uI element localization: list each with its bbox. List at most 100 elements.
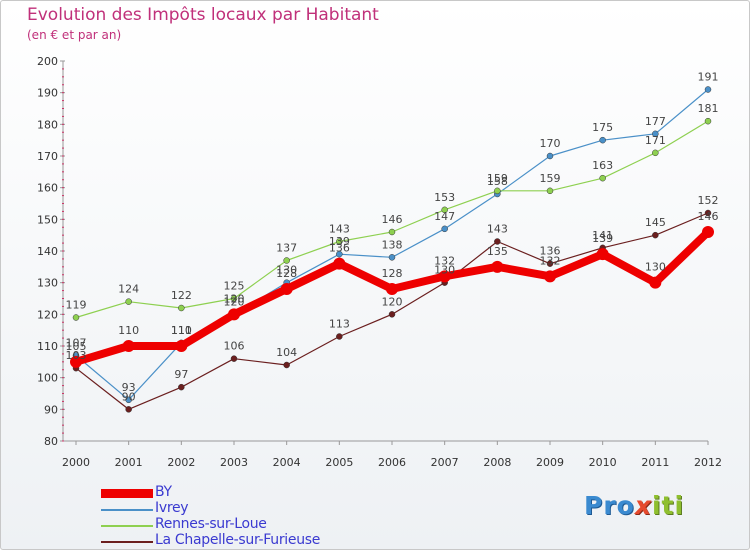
legend-label: Ivrey xyxy=(155,500,189,516)
data-label-ivrey: 93 xyxy=(122,381,136,394)
data-label-by: 110 xyxy=(118,324,139,337)
data-label-by: 139 xyxy=(592,232,613,245)
y-tick-label: 100 xyxy=(37,372,58,385)
data-point-rennes-sur-loue xyxy=(283,257,290,264)
data-label-rennes-sur-loue: 159 xyxy=(487,172,508,185)
data-point-la-chapelle-sur-furieuse xyxy=(546,260,554,267)
data-point-la-chapelle-sur-furieuse xyxy=(652,231,659,239)
y-tick-label: 80 xyxy=(44,435,58,448)
data-label-la-chapelle-sur-furieuse: 152 xyxy=(698,194,719,207)
legend-swatch xyxy=(101,525,153,527)
data-point-la-chapelle-sur-furieuse xyxy=(283,361,290,369)
data-label-by: 146 xyxy=(698,210,719,223)
data-point-rennes-sur-loue xyxy=(652,149,659,157)
y-tick-label: 120 xyxy=(37,308,58,321)
data-point-by xyxy=(649,276,662,289)
data-point-la-chapelle-sur-furieuse xyxy=(125,406,132,413)
data-point-rennes-sur-loue xyxy=(72,314,80,321)
data-label-rennes-sur-loue: 125 xyxy=(224,280,245,293)
y-tick-label: 130 xyxy=(37,277,58,290)
data-label-la-chapelle-sur-furieuse: 120 xyxy=(382,295,403,308)
data-label-rennes-sur-loue: 159 xyxy=(540,172,561,185)
data-label-la-chapelle-sur-furieuse: 143 xyxy=(487,223,508,236)
data-point-ivrey xyxy=(388,254,396,261)
data-point-by xyxy=(491,260,504,273)
x-tick-label: 2001 xyxy=(115,456,143,469)
data-label-by: 120 xyxy=(224,292,245,305)
data-label-rennes-sur-loue: 119 xyxy=(66,299,87,312)
chart-subtitle: (en € et par an) xyxy=(27,28,122,42)
data-label-la-chapelle-sur-furieuse: 90 xyxy=(122,390,136,403)
data-label-by: 130 xyxy=(645,261,666,274)
data-label-rennes-sur-loue: 137 xyxy=(276,242,297,255)
data-label-la-chapelle-sur-furieuse: 145 xyxy=(645,216,666,229)
y-tick-label: 190 xyxy=(37,87,58,100)
data-label-la-chapelle-sur-furieuse: 106 xyxy=(224,340,245,353)
legend-swatch xyxy=(101,489,153,498)
data-label-rennes-sur-loue: 122 xyxy=(171,289,192,302)
data-point-rennes-sur-loue xyxy=(125,298,132,305)
data-label-by: 135 xyxy=(487,245,508,258)
data-label-ivrey: 147 xyxy=(434,210,455,223)
x-tick-label: 2007 xyxy=(431,456,459,469)
data-point-ivrey xyxy=(336,250,343,258)
data-label-ivrey: 139 xyxy=(329,235,350,248)
data-point-by xyxy=(280,283,293,295)
data-point-ivrey xyxy=(546,152,554,160)
data-label-la-chapelle-sur-furieuse: 103 xyxy=(66,349,87,362)
legend-swatch xyxy=(101,541,153,543)
y-tick-label: 200 xyxy=(37,55,58,68)
x-tick-label: 2009 xyxy=(536,456,564,469)
x-tick-label: 2006 xyxy=(378,456,406,469)
data-point-rennes-sur-loue xyxy=(336,238,343,245)
y-tick-label: 150 xyxy=(37,213,58,226)
data-label-by: 110 xyxy=(171,324,192,337)
data-point-ivrey xyxy=(652,130,659,138)
x-tick-label: 2005 xyxy=(325,456,353,469)
x-tick-label: 2000 xyxy=(62,456,90,469)
data-point-la-chapelle-sur-furieuse xyxy=(230,355,238,362)
data-label-ivrey: 130 xyxy=(276,264,297,277)
legend-label: BY xyxy=(155,484,172,500)
data-label-by: 132 xyxy=(540,254,561,267)
data-label-ivrey: 191 xyxy=(698,71,719,84)
x-tick-label: 2002 xyxy=(167,456,195,469)
y-tick-label: 160 xyxy=(37,182,58,195)
x-tick-label: 2010 xyxy=(589,456,617,469)
data-label-rennes-sur-loue: 171 xyxy=(645,134,666,147)
chart-title: Evolution des Impôts locaux par Habitant xyxy=(27,5,379,25)
logo-post: iti xyxy=(651,491,685,520)
data-point-by xyxy=(122,340,135,352)
legend-label: Rennes-sur-Loue xyxy=(155,516,267,532)
data-point-by xyxy=(386,283,398,295)
data-label-rennes-sur-loue: 146 xyxy=(382,213,403,226)
data-label-by: 128 xyxy=(276,267,297,280)
data-label-ivrey: 175 xyxy=(592,121,613,134)
data-label-rennes-sur-loue: 124 xyxy=(118,283,139,296)
data-point-ivrey xyxy=(599,136,606,144)
data-label-ivrey: 170 xyxy=(540,137,561,150)
data-point-rennes-sur-loue xyxy=(388,228,396,236)
y-tick-label: 140 xyxy=(37,245,58,258)
data-point-by xyxy=(333,257,346,270)
data-label-la-chapelle-sur-furieuse: 130 xyxy=(434,264,455,277)
x-tick-label: 2008 xyxy=(483,456,511,469)
data-label-by: 132 xyxy=(434,254,455,267)
data-label-la-chapelle-sur-furieuse: 104 xyxy=(276,346,297,359)
data-label-rennes-sur-loue: 143 xyxy=(329,223,350,236)
data-point-ivrey xyxy=(441,225,448,233)
y-tick-label: 110 xyxy=(37,340,58,353)
data-point-rennes-sur-loue xyxy=(178,304,185,312)
data-point-by xyxy=(70,355,82,368)
logo-x: x xyxy=(634,491,652,520)
data-label-ivrey: 120 xyxy=(224,295,245,308)
data-point-rennes-sur-loue xyxy=(546,187,554,195)
legend-swatch xyxy=(101,509,153,511)
data-point-la-chapelle-sur-furieuse xyxy=(704,209,712,217)
x-tick-label: 2004 xyxy=(273,456,301,469)
data-point-la-chapelle-sur-furieuse xyxy=(388,311,396,318)
data-label-la-chapelle-sur-furieuse: 136 xyxy=(540,245,561,258)
data-point-by xyxy=(544,270,556,283)
